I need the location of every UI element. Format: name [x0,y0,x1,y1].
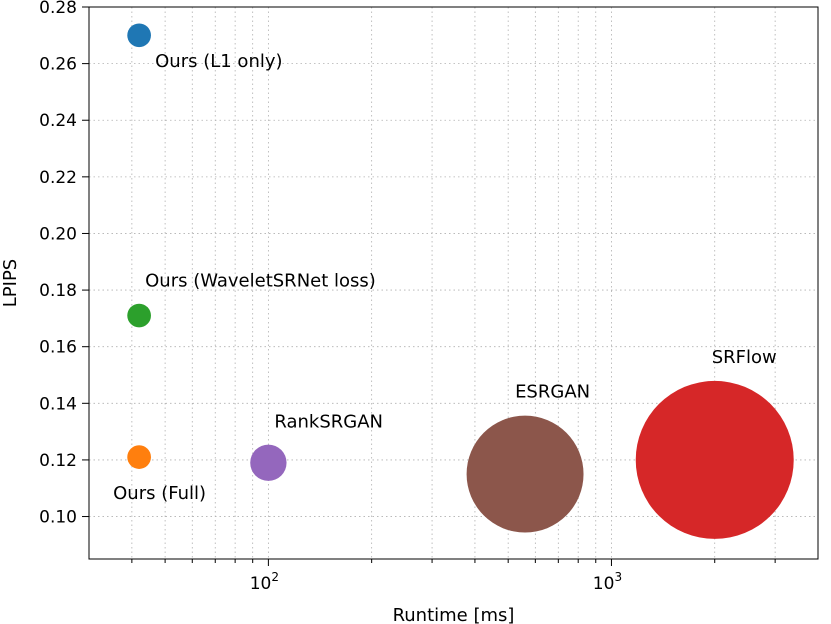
point-label-esrgan: ESRGAN [515,382,590,403]
y-tick-label: 0.20 [39,224,77,244]
y-tick-label: 0.18 [39,281,77,301]
y-tick-label: 0.22 [39,168,77,188]
data-points [127,23,794,539]
point-ranksrgan [250,444,287,481]
y-tick-label: 0.10 [39,508,77,528]
x-axis-ticks: 102 103 [131,559,776,594]
y-tick-label: 0.16 [39,338,77,358]
y-tick-label: 0.24 [39,111,77,131]
point-labels: Ours (L1 only) Ours (WaveletSRNet loss) Ou… [113,51,777,504]
point-label-ours-full: Ours (Full) [113,483,206,504]
y-tick-label: 0.28 [39,0,77,18]
point-srflow [635,380,794,539]
point-label-srflow: SRFlow [712,347,777,368]
y-tick-label: 0.12 [39,451,77,471]
point-label-ranksrgan: RankSRGAN [274,412,383,433]
y-tick-label: 0.14 [39,394,77,414]
point-label-ours-l1-only: Ours (L1 only) [155,51,282,72]
y-axis-ticks: 0.10 0.12 0.14 0.16 0.18 0.20 0.22 0.24 0.26 0.28 [39,0,89,528]
y-axis-label: LPIPS [0,259,21,307]
point-ours-l1-only [127,23,151,48]
plot-area-frame [88,6,819,560]
point-esrgan [466,415,584,533]
point-label-ours-waveletsrnet-loss: Ours (WaveletSRNet loss) [145,271,376,292]
x-tick-label: 103 [593,570,622,594]
y-tick-label: 0.26 [39,55,77,75]
point-ours-waveletsrnet-loss [127,303,151,328]
point-ours-full [127,445,151,469]
x-axis-label: Runtime [ms] [393,605,515,624]
x-tick-label: 102 [250,570,279,594]
